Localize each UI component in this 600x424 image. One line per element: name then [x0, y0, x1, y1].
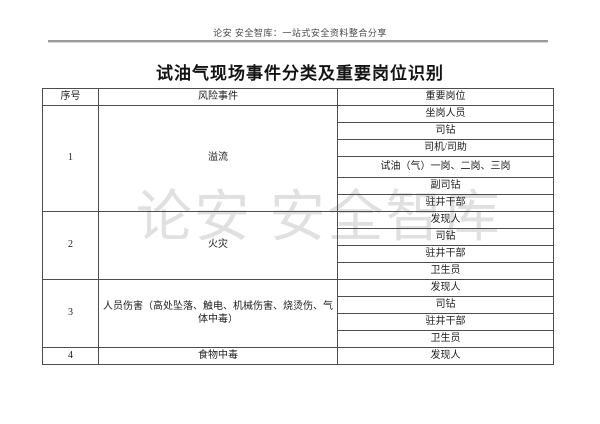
key-position-cell: 发现人	[337, 279, 554, 297]
seq-cell: 4	[42, 347, 99, 365]
site-header-text: 论安 安全智库：一站式安全资料整合分享	[213, 28, 387, 38]
key-position-cell: 驻井干部	[337, 245, 554, 263]
key-position-cell: 卫生员	[337, 262, 554, 280]
risk-event-cell: 溢流	[98, 105, 338, 212]
table-row: 4 食物中毒 发现人	[42, 347, 554, 365]
key-position-cell: 副司钻	[337, 177, 554, 195]
key-position-cell: 坐岗人员	[337, 105, 554, 123]
seq-cell: 1	[42, 105, 99, 212]
column-header-risk-event: 风险事件	[98, 88, 338, 106]
risk-event-cell: 食物中毒	[98, 347, 338, 365]
seq-cell: 3	[42, 279, 99, 348]
column-header-key-position: 重要岗位	[337, 88, 554, 106]
seq-cell: 2	[42, 211, 99, 280]
key-position-cell: 驻井干部	[337, 194, 554, 212]
key-position-cell: 发现人	[337, 211, 554, 229]
key-position-cell: 试油（气）一岗、二岗、三岗	[337, 156, 554, 178]
table-body: 1 溢流 坐岗人员 司钻 司机/司助 试油（气）一岗、二岗、三岗 副司钻 驻井干部 2 火灾 发现人…	[42, 105, 554, 365]
table-row: 3 人员伤害（高处坠落、触电、机械伤害、烧烫伤、气体中毒） 发现人	[42, 279, 554, 348]
risk-event-cell: 人员伤害（高处坠落、触电、机械伤害、烧烫伤、气体中毒）	[98, 279, 338, 348]
risk-position-table: 序号 风险事件 重要岗位 1 溢流 坐岗人员 司钻 司机/司助 试油（气）一岗、二岗、三岗…	[42, 88, 554, 365]
key-position-cell: 司钻	[337, 228, 554, 246]
key-position-cell: 司钻	[337, 296, 554, 314]
column-header-seq: 序号	[42, 88, 99, 106]
key-position-cell: 驻井干部	[337, 313, 554, 331]
table-row: 2 火灾 发现人	[42, 211, 554, 280]
risk-event-cell: 火灾	[98, 211, 338, 280]
key-position-cell: 司钻	[337, 122, 554, 140]
header-divider-line	[48, 40, 548, 43]
key-position-cell: 司机/司助	[337, 139, 554, 157]
table-row: 1 溢流 坐岗人员	[42, 105, 554, 212]
table-header-row: 序号 风险事件 重要岗位	[42, 88, 554, 106]
key-position-cell: 卫生员	[337, 330, 554, 348]
key-position-cell: 发现人	[337, 347, 554, 365]
page-title: 试油气现场事件分类及重要岗位识别	[156, 64, 444, 83]
